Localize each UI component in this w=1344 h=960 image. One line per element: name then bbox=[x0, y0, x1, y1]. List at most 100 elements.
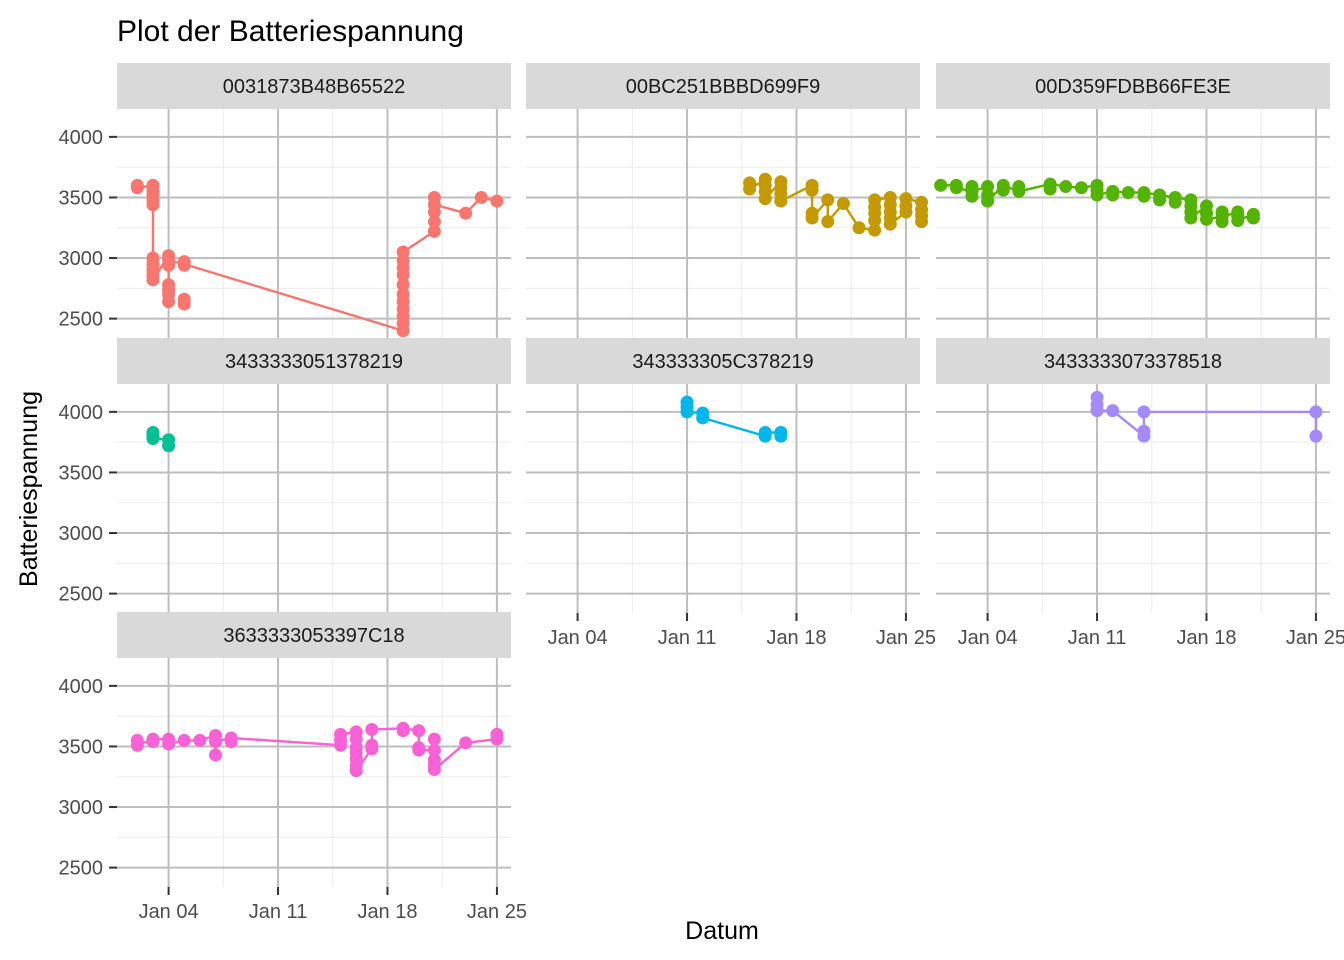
x-tick-label: Jan 25 bbox=[467, 901, 527, 923]
data-point bbox=[915, 215, 929, 229]
data-point bbox=[1137, 429, 1151, 443]
data-point bbox=[1168, 195, 1182, 209]
data-point bbox=[209, 735, 222, 749]
facet-strip-label: 3433333073378518 bbox=[1044, 351, 1222, 373]
data-point bbox=[1137, 189, 1151, 203]
data-point bbox=[1309, 429, 1323, 443]
data-point bbox=[365, 742, 379, 756]
facet-strip-label: 3433333051378219 bbox=[225, 351, 403, 373]
data-point bbox=[1137, 405, 1151, 419]
y-tick-label: 4000 bbox=[59, 127, 104, 149]
data-point bbox=[1231, 213, 1245, 227]
data-point bbox=[1199, 212, 1213, 226]
data-point bbox=[146, 273, 160, 287]
data-point bbox=[427, 215, 441, 229]
data-point bbox=[490, 194, 504, 208]
facet-strip bbox=[117, 63, 511, 109]
data-point bbox=[883, 217, 897, 231]
data-point bbox=[427, 762, 441, 776]
data-point bbox=[162, 737, 176, 751]
data-point bbox=[1246, 211, 1260, 225]
x-tick-label: Jan 18 bbox=[766, 627, 826, 649]
y-tick-label: 3500 bbox=[59, 462, 104, 484]
y-tick-label: 3000 bbox=[59, 523, 104, 545]
data-point bbox=[459, 206, 473, 220]
y-tick-label: 2500 bbox=[59, 309, 104, 331]
data-point bbox=[130, 738, 144, 752]
facet-strip bbox=[526, 63, 920, 109]
data-point bbox=[412, 743, 426, 757]
data-point bbox=[177, 297, 191, 311]
data-point bbox=[146, 198, 160, 212]
data-point bbox=[209, 748, 222, 762]
facet-strip-label: 343333305C378219 bbox=[632, 351, 813, 373]
data-point bbox=[805, 183, 819, 197]
data-point bbox=[474, 190, 488, 204]
data-point bbox=[365, 722, 379, 736]
data-point bbox=[949, 181, 963, 195]
x-tick-label: Jan 25 bbox=[876, 627, 936, 649]
data-point bbox=[1184, 211, 1198, 225]
facet-strip-label: 00D359FDBB66FE3E bbox=[1035, 76, 1231, 98]
facet-panel: 3433333073378518 Jan 04 Jan 11 Jan 18 Jan 25 bbox=[936, 338, 1344, 649]
facet-strip bbox=[117, 338, 511, 384]
x-tick-label: Jan 04 bbox=[139, 901, 199, 923]
data-point bbox=[868, 213, 882, 227]
x-axis-title: Datum bbox=[685, 917, 759, 945]
data-point bbox=[1090, 188, 1104, 202]
data-point bbox=[805, 211, 819, 225]
data-point bbox=[981, 194, 995, 208]
facet-strip-label: 3633333053397C18 bbox=[223, 625, 404, 647]
x-tick-label: Jan 04 bbox=[958, 627, 1018, 649]
data-point bbox=[852, 221, 866, 235]
x-tick-label: Jan 11 bbox=[1068, 627, 1127, 649]
facet-strip bbox=[936, 63, 1330, 109]
data-point bbox=[224, 735, 238, 749]
y-tick-label: 4000 bbox=[59, 676, 104, 698]
data-point bbox=[349, 764, 363, 778]
data-point bbox=[743, 182, 757, 196]
data-point bbox=[1309, 405, 1323, 419]
data-point bbox=[177, 733, 191, 747]
data-point bbox=[427, 743, 441, 757]
data-point bbox=[396, 278, 410, 292]
data-point bbox=[490, 732, 504, 746]
data-point bbox=[146, 735, 160, 749]
data-point bbox=[177, 258, 191, 272]
data-point bbox=[396, 287, 410, 301]
data-point bbox=[821, 215, 835, 229]
data-point bbox=[146, 432, 160, 446]
data-point bbox=[334, 738, 348, 752]
data-point bbox=[996, 183, 1010, 197]
data-point bbox=[162, 258, 176, 272]
data-point bbox=[459, 736, 473, 750]
y-tick-label: 3500 bbox=[59, 736, 104, 758]
data-point bbox=[193, 733, 207, 747]
facet-panel: 00BC251BBBD699F9 bbox=[526, 63, 929, 338]
data-point bbox=[1215, 215, 1229, 229]
data-point bbox=[934, 178, 948, 192]
data-point bbox=[758, 429, 772, 443]
y-tick-label: 3500 bbox=[59, 187, 104, 209]
data-point bbox=[1106, 188, 1120, 202]
series-line bbox=[136, 727, 499, 772]
chart-title: Plot der Batteriespannung bbox=[117, 15, 464, 48]
x-tick-label: Jan 11 bbox=[658, 627, 717, 649]
data-point bbox=[1043, 182, 1057, 196]
facet-strip-label: 0031873B48B65522 bbox=[223, 76, 405, 98]
y-tick-label: 2500 bbox=[59, 858, 104, 880]
data-point bbox=[130, 181, 144, 195]
data-point bbox=[774, 194, 788, 208]
x-tick-label: Jan 11 bbox=[249, 901, 308, 923]
facet-strip-label: 00BC251BBBD699F9 bbox=[626, 76, 821, 98]
data-point bbox=[412, 724, 426, 738]
data-point bbox=[1074, 181, 1088, 195]
data-point bbox=[396, 724, 410, 738]
facet-panel: 00D359FDBB66FE3E bbox=[934, 63, 1330, 338]
x-tick-label: Jan 25 bbox=[1286, 627, 1344, 649]
facet-strip bbox=[526, 338, 920, 384]
facet-panel: 0031873B48B65522 2500 3000 3500 4000 bbox=[59, 63, 511, 338]
facet-panel: 3633333053397C18 2500 3000 3500 4000 Jan 04 Ja… bbox=[59, 612, 527, 923]
